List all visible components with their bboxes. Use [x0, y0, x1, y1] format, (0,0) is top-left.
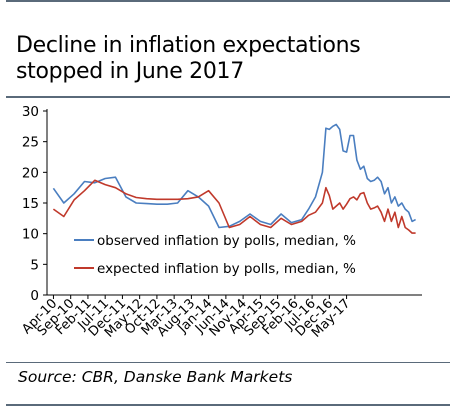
y-tick-label: 10 [22, 227, 39, 243]
top-rule [6, 0, 450, 2]
bottom-rule [6, 404, 450, 406]
y-tick-label: 20 [22, 165, 39, 181]
legend-label-2: expected inflation by polls, median, % [97, 261, 356, 277]
y-tick-label: 30 [22, 104, 39, 120]
title-rule [6, 96, 450, 98]
y-tick-label: 0 [30, 288, 39, 304]
chart-plot: 051015202530Apr-10Sep-10Feb-11Jul-11Dec-… [19, 104, 422, 341]
y-tick-label: 5 [30, 257, 39, 273]
chart-figure: Decline in inflation expectations stoppe… [4, 0, 452, 414]
y-tick-label: 15 [22, 196, 39, 212]
chart-title: Decline in inflation expectations stoppe… [16, 33, 361, 84]
chart-source: Source: CBR, Danske Bank Markets [18, 368, 293, 386]
y-tick-label: 25 [22, 135, 39, 151]
series-line-2 [52, 179, 416, 234]
legend-label-1: observed inflation by polls, median, % [97, 233, 356, 249]
source-rule [6, 362, 450, 363]
series-line-1 [52, 123, 416, 229]
